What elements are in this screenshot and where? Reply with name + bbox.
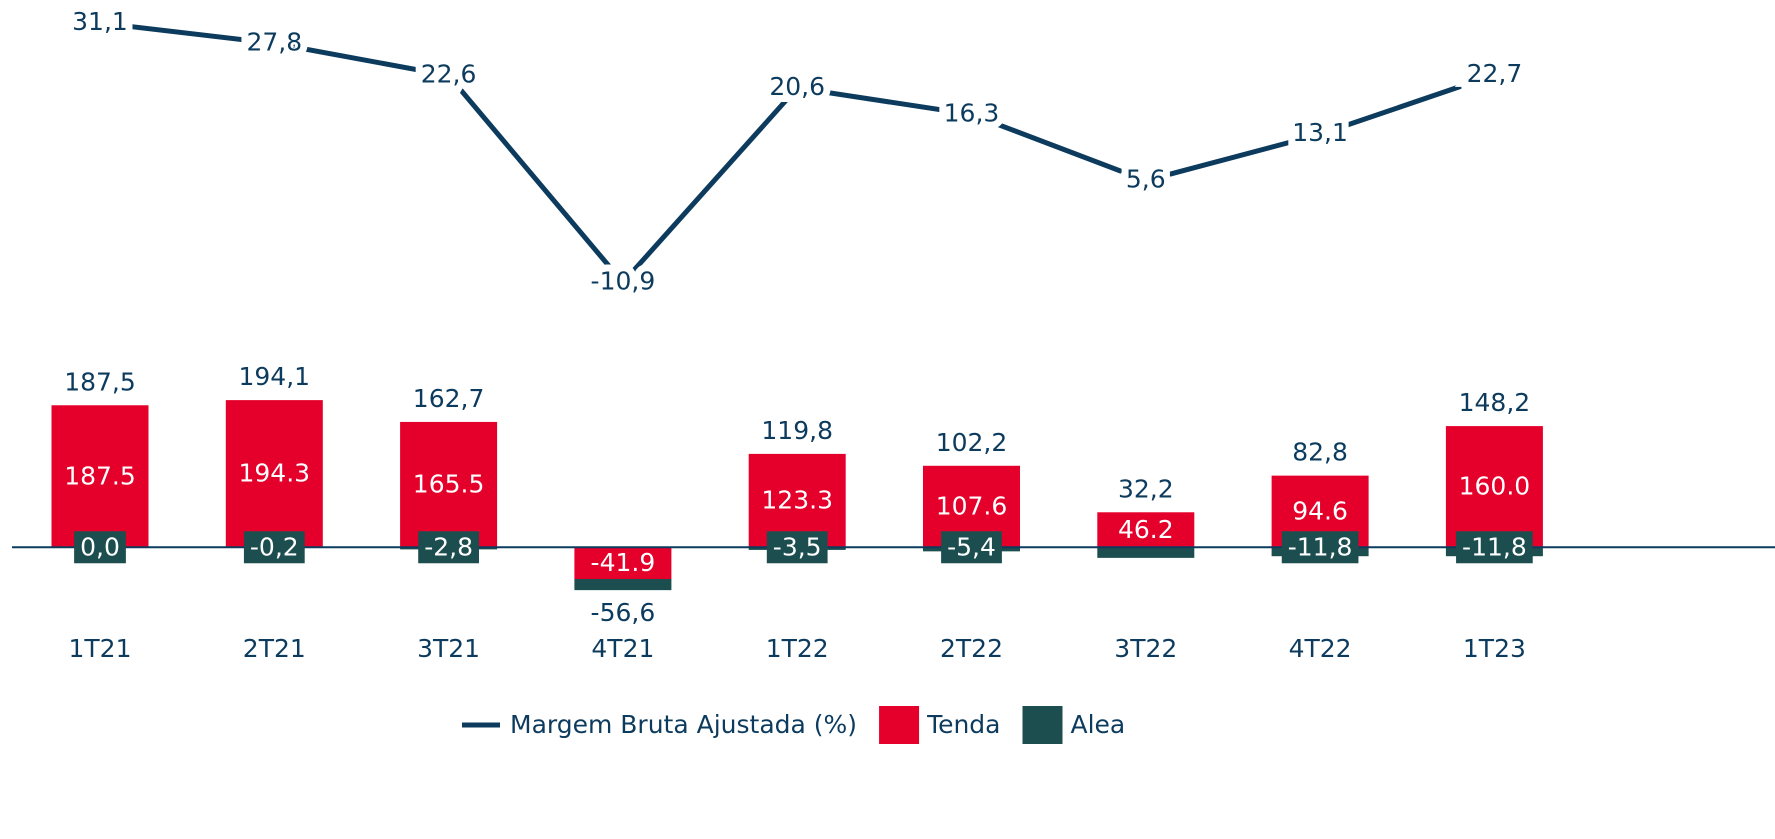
x-tick-label: 1T21 bbox=[69, 634, 132, 663]
total-label: 32,2 bbox=[1118, 474, 1174, 503]
bar bbox=[1445, 426, 1543, 548]
line-value-label: 13,1 bbox=[1292, 118, 1348, 147]
x-tick-label: 4T21 bbox=[591, 634, 654, 663]
bar bbox=[574, 547, 672, 579]
bar bbox=[574, 578, 672, 591]
bar-value-label: -2,8 bbox=[424, 532, 473, 561]
label-bg bbox=[941, 531, 1002, 564]
x-tick-label: 1T23 bbox=[1463, 634, 1526, 663]
total-label: 162,7 bbox=[413, 384, 485, 413]
label-bg bbox=[1456, 531, 1533, 564]
bar bbox=[225, 400, 323, 548]
bar-value-label: 94.6 bbox=[1292, 496, 1348, 525]
bar-value-label: -0,2 bbox=[250, 532, 299, 561]
x-tick-label: 2T22 bbox=[940, 634, 1003, 663]
line-value-label: 31,1 bbox=[72, 7, 128, 36]
label-bg bbox=[243, 531, 305, 564]
x-tick-label: 4T22 bbox=[1289, 634, 1352, 663]
line-value-label: 22,7 bbox=[1467, 59, 1523, 88]
label-bg bbox=[1281, 531, 1359, 564]
bar-value-label: 0,0 bbox=[80, 532, 120, 561]
total-label: 187,5 bbox=[64, 367, 136, 396]
label-bg bbox=[766, 531, 828, 564]
line-value-label: 27,8 bbox=[246, 27, 302, 56]
bar-value-label: 165.5 bbox=[413, 470, 485, 499]
total-label: 119,8 bbox=[761, 416, 833, 445]
x-tick-label: 3T22 bbox=[1114, 634, 1177, 663]
x-tick-label: 3T21 bbox=[417, 634, 480, 663]
bar bbox=[400, 421, 498, 548]
legend-label: Alea bbox=[1071, 710, 1126, 739]
bar-value-label: 107.6 bbox=[936, 492, 1008, 521]
line-value-label: 20,6 bbox=[769, 72, 825, 101]
bar-value-label: -41.9 bbox=[591, 548, 656, 577]
line-value-label: -10,9 bbox=[591, 267, 656, 296]
label-bg bbox=[418, 531, 479, 564]
line bbox=[99, 20, 1496, 287]
bar bbox=[1097, 547, 1195, 558]
total-label: 82,8 bbox=[1292, 438, 1348, 467]
bar-value-label: -11,8 bbox=[1288, 532, 1353, 561]
total-label: 194,1 bbox=[239, 362, 311, 391]
bar-value-label: -11,8 bbox=[1462, 532, 1527, 561]
bar-value-label: -5,4 bbox=[947, 532, 996, 561]
bar bbox=[1097, 512, 1195, 548]
legend-swatch bbox=[1022, 706, 1063, 744]
bar-value-label: -3,5 bbox=[773, 532, 822, 561]
total-label: -56,6 bbox=[591, 598, 656, 627]
total-label: 102,2 bbox=[936, 428, 1008, 457]
line-value-label: 5,6 bbox=[1126, 165, 1166, 194]
line-value-label: 22,6 bbox=[421, 60, 477, 89]
bar-value-label: 123.3 bbox=[761, 486, 833, 515]
total-label: 148,2 bbox=[1459, 388, 1531, 417]
x-tick-label: 2T21 bbox=[243, 634, 306, 663]
bar bbox=[51, 405, 149, 548]
line-value-label: 16,3 bbox=[944, 98, 1000, 127]
label-bg bbox=[74, 531, 126, 564]
bar-value-label: 194.3 bbox=[239, 459, 311, 488]
legend-swatch bbox=[879, 706, 920, 744]
bar-value-label: 46.2 bbox=[1118, 515, 1174, 544]
legend-label: Tenda bbox=[926, 710, 1000, 739]
legend-label: Margem Bruta Ajustada (%) bbox=[510, 710, 857, 739]
bar-value-label: 160.0 bbox=[1459, 472, 1531, 501]
x-tick-label: 1T22 bbox=[766, 634, 829, 663]
bar-value-label: 187.5 bbox=[64, 461, 136, 490]
